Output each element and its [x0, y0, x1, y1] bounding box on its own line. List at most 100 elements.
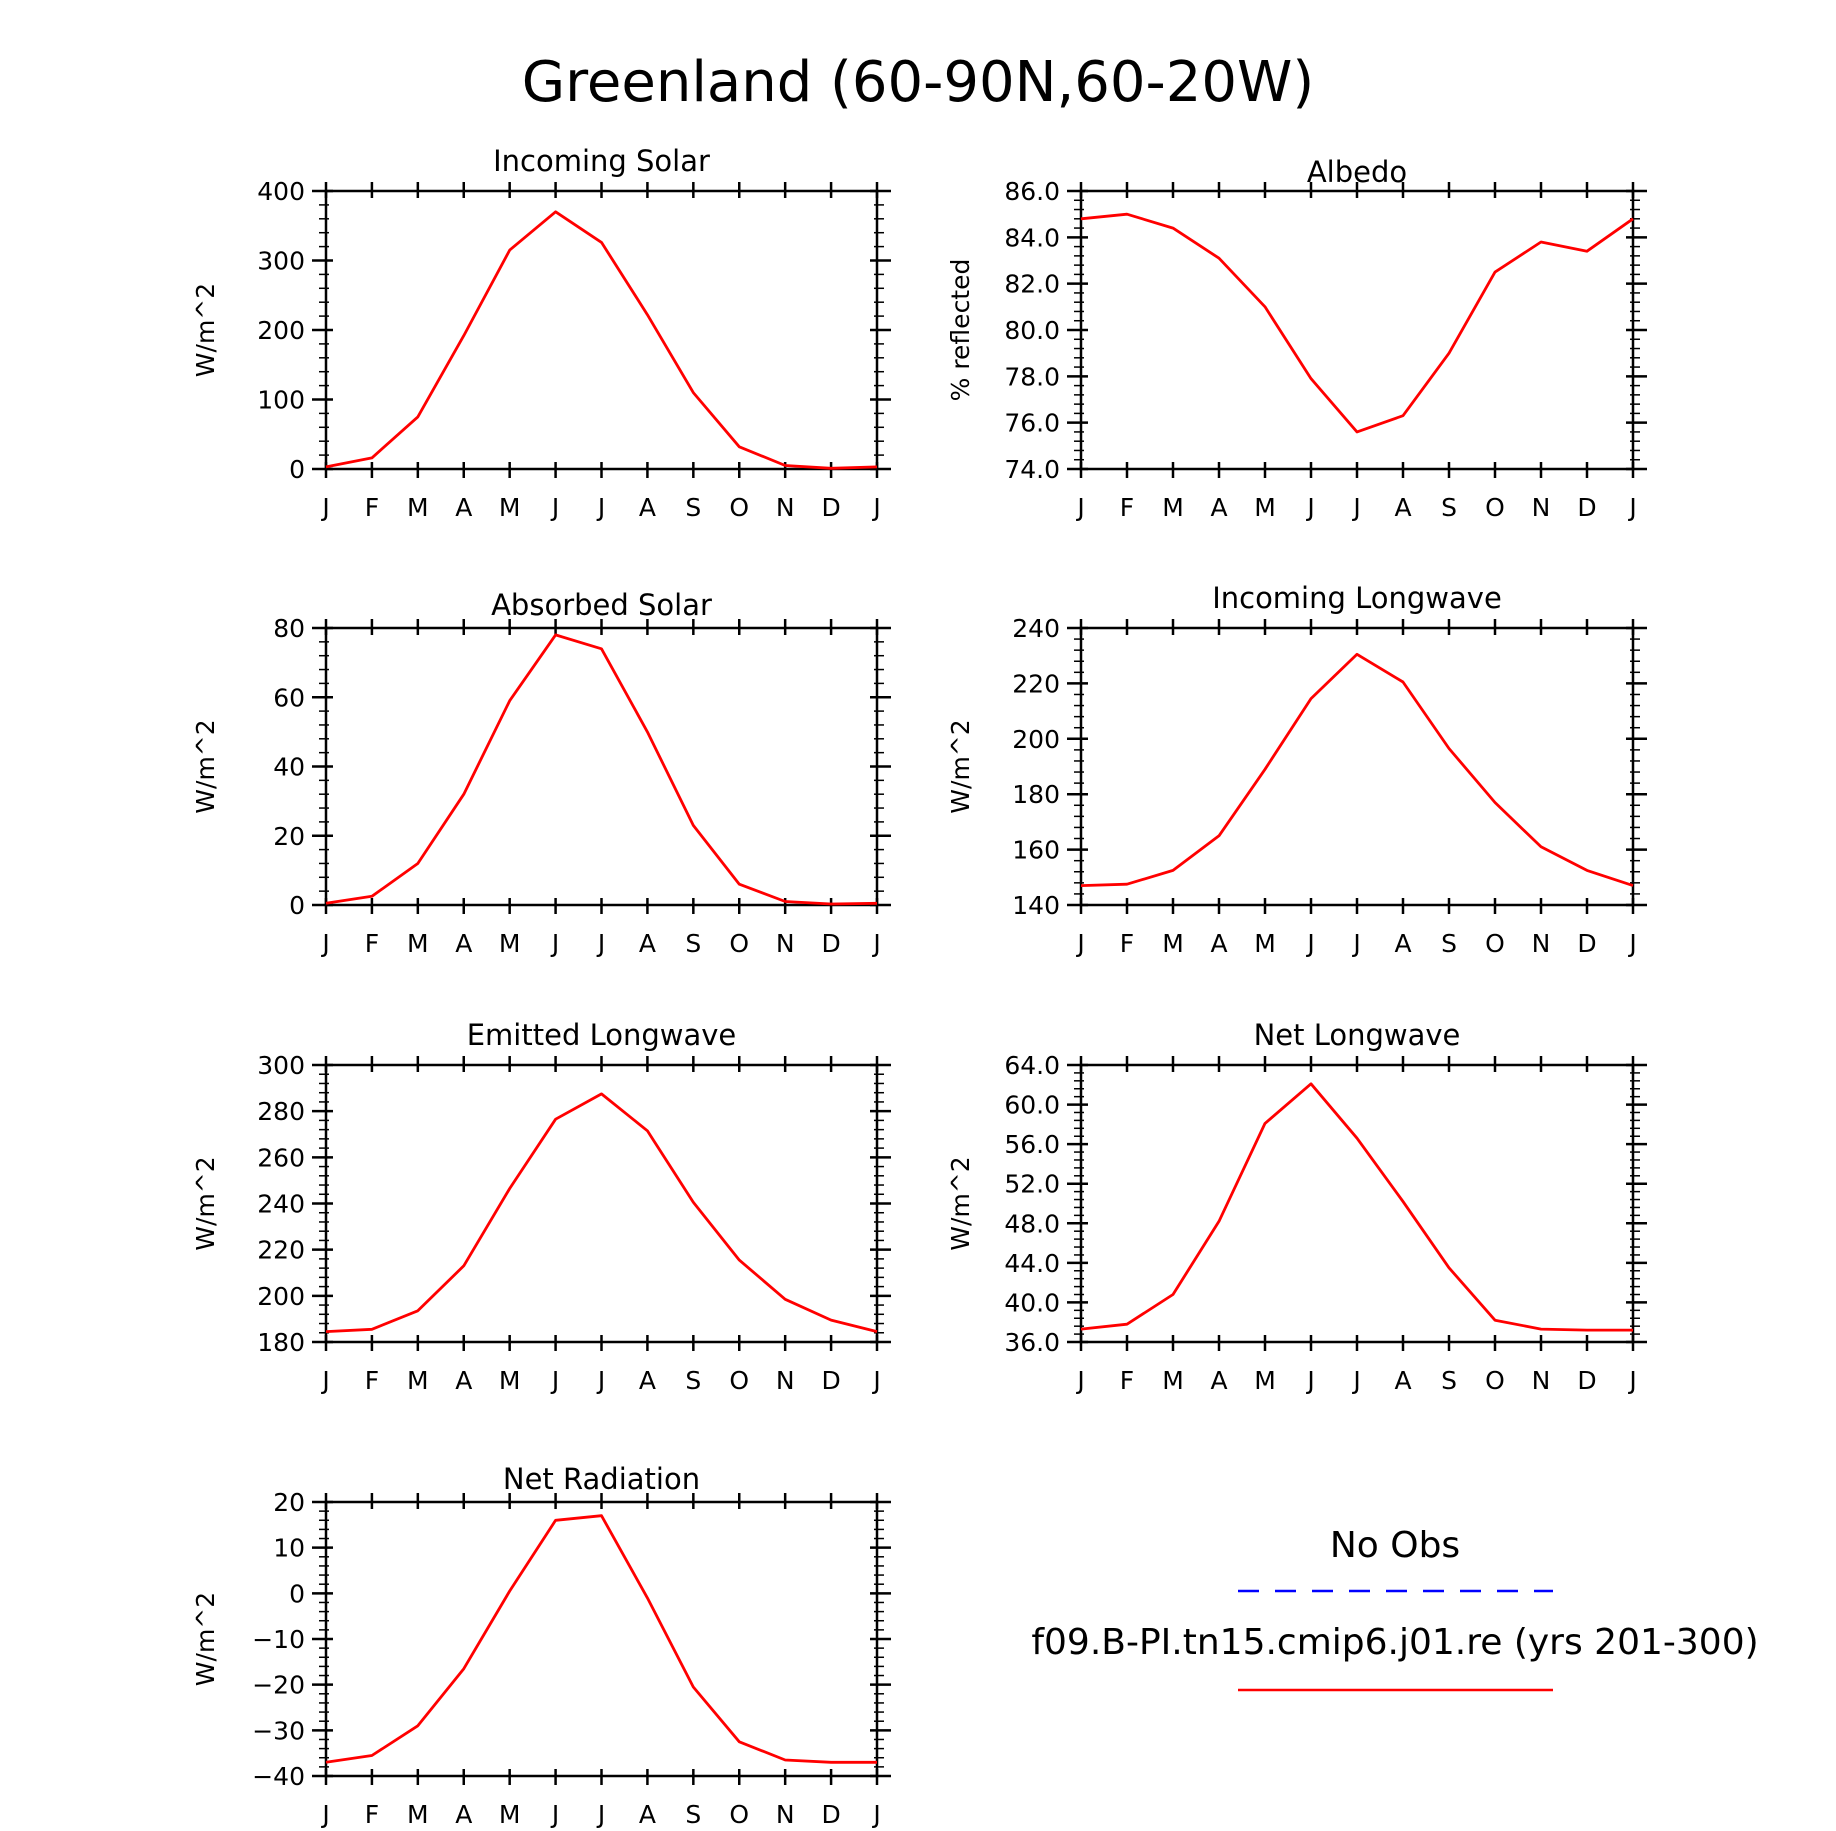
- x-tick-label: J: [871, 1366, 880, 1395]
- x-tick-label: J: [320, 1800, 329, 1829]
- x-tick-label: F: [1120, 493, 1134, 522]
- y-tick-label: 0: [289, 891, 305, 920]
- x-tick-label: M: [1162, 1366, 1184, 1395]
- x-tick-label: J: [1627, 929, 1636, 958]
- x-tick-label: J: [1075, 929, 1084, 958]
- y-tick-label: 220: [257, 1236, 305, 1265]
- x-tick-label: M: [1162, 929, 1184, 958]
- y-tick-label: 56.0: [1004, 1130, 1060, 1159]
- x-tick-label: J: [1351, 1366, 1360, 1395]
- x-tick-label: J: [1305, 1366, 1314, 1395]
- x-tick-label: M: [407, 493, 429, 522]
- x-tick-label: J: [1075, 1366, 1084, 1395]
- x-tick-label: A: [1394, 1366, 1411, 1395]
- x-tick-label: D: [821, 1366, 840, 1395]
- y-tick-label: 82.0: [1004, 270, 1060, 299]
- x-tick-label: J: [320, 929, 329, 958]
- x-tick-label: O: [729, 1366, 749, 1395]
- series-line: [1080, 652, 1634, 887]
- legend: No Obs f09.B-PI.tn15.cmip6.j01.re (yrs 2…: [1031, 1525, 1759, 1692]
- y-tick-label: 48.0: [1004, 1209, 1060, 1238]
- y-axis-label: W/m^2: [191, 1156, 220, 1250]
- x-tick-label: M: [499, 1800, 521, 1829]
- y-tick-label: 400: [257, 177, 305, 206]
- panel-title: Albedo: [1307, 155, 1407, 189]
- y-tick-label: 78.0: [1004, 362, 1060, 391]
- x-tick-label: A: [455, 1366, 472, 1395]
- x-tick-label: S: [685, 493, 701, 522]
- x-tick-label: O: [1485, 929, 1505, 958]
- x-tick-label: M: [407, 1800, 429, 1829]
- legend-obs-label: No Obs: [1330, 1525, 1460, 1566]
- y-tick-label: 40: [273, 753, 305, 782]
- plot-frame: [1079, 189, 1635, 471]
- y-axis-label: W/m^2: [191, 719, 220, 813]
- x-tick-label: A: [1210, 929, 1227, 958]
- y-tick-label: 40.0: [1004, 1288, 1060, 1317]
- x-tick-label: O: [1485, 493, 1505, 522]
- panel-albedo: J F M A M J J A S O N D J74.076.078.080.082.084.086.…: [946, 155, 1647, 522]
- x-tick-label: J: [550, 929, 559, 958]
- y-tick-label: 60.0: [1004, 1091, 1060, 1120]
- y-tick-label: 20: [273, 822, 305, 851]
- x-tick-label: J: [596, 929, 605, 958]
- x-tick-label: N: [776, 493, 795, 522]
- panel-title: Emitted Longwave: [467, 1018, 737, 1052]
- x-tick-label: O: [729, 1800, 749, 1829]
- plot-frame: [324, 1500, 879, 1778]
- x-tick-label: S: [685, 929, 701, 958]
- y-tick-label: 200: [257, 316, 305, 345]
- y-tick-label: 160: [1012, 836, 1060, 865]
- x-tick-label: J: [320, 1366, 329, 1395]
- y-tick-label: 200: [1012, 725, 1060, 754]
- x-tick-label: J: [871, 1800, 880, 1829]
- x-tick-label: M: [499, 929, 521, 958]
- plot-frame: [324, 626, 879, 907]
- y-tick-label: 220: [1012, 669, 1060, 698]
- y-tick-label: 280: [257, 1097, 305, 1126]
- x-tick-label: M: [407, 929, 429, 958]
- panel-net-longwave: J F M A M J J A S O N D J36.040.044.048.052.056.060.…: [946, 1018, 1647, 1395]
- y-axis-label: W/m^2: [191, 283, 220, 377]
- x-tick-label: F: [365, 493, 379, 522]
- y-axis-label: % reflected: [946, 259, 975, 402]
- panel-emitted-longwave: J F M A M J J A S O N D J180200220240260280300W/m^2E…: [191, 1018, 891, 1395]
- y-tick-label: 300: [257, 1051, 305, 1080]
- panel-title: Net Radiation: [503, 1462, 700, 1496]
- x-tick-label: O: [729, 929, 749, 958]
- y-tick-label: 240: [1012, 614, 1060, 643]
- series-line: [325, 1514, 877, 1764]
- y-tick-label: 52.0: [1004, 1170, 1060, 1199]
- x-tick-label: S: [685, 1366, 701, 1395]
- y-tick-label: −10: [252, 1625, 305, 1654]
- x-tick-label: M: [499, 1366, 521, 1395]
- x-tick-label: A: [639, 1366, 656, 1395]
- y-tick-label: −30: [252, 1716, 305, 1745]
- y-tick-label: 180: [257, 1328, 305, 1357]
- x-tick-label: A: [1210, 1366, 1227, 1395]
- y-tick-label: 0: [289, 1579, 305, 1608]
- x-tick-label: O: [1485, 1366, 1505, 1395]
- panel-title: Incoming Longwave: [1212, 581, 1502, 615]
- x-tick-label: D: [821, 493, 840, 522]
- y-axis-label: W/m^2: [191, 1592, 220, 1686]
- y-tick-label: 260: [257, 1143, 305, 1172]
- x-tick-label: D: [1577, 929, 1596, 958]
- y-tick-label: 44.0: [1004, 1249, 1060, 1278]
- x-tick-label: D: [821, 1800, 840, 1829]
- x-tick-label: A: [455, 1800, 472, 1829]
- y-tick-label: 10: [273, 1534, 305, 1563]
- panel-title: Incoming Solar: [493, 144, 710, 178]
- y-tick-label: 100: [257, 386, 305, 415]
- x-tick-label: M: [1254, 929, 1276, 958]
- panel-incoming-longwave: J F M A M J J A S O N D J140160180200220240W/m^2Inco…: [946, 581, 1647, 958]
- y-tick-label: 60: [273, 683, 305, 712]
- y-tick-label: 64.0: [1004, 1051, 1060, 1080]
- x-tick-label: A: [1394, 493, 1411, 522]
- x-tick-label: N: [1532, 1366, 1551, 1395]
- main-title: Greenland (60-90N,60-20W): [522, 50, 1315, 115]
- y-tick-label: 36.0: [1004, 1328, 1060, 1357]
- x-tick-label: N: [776, 1366, 795, 1395]
